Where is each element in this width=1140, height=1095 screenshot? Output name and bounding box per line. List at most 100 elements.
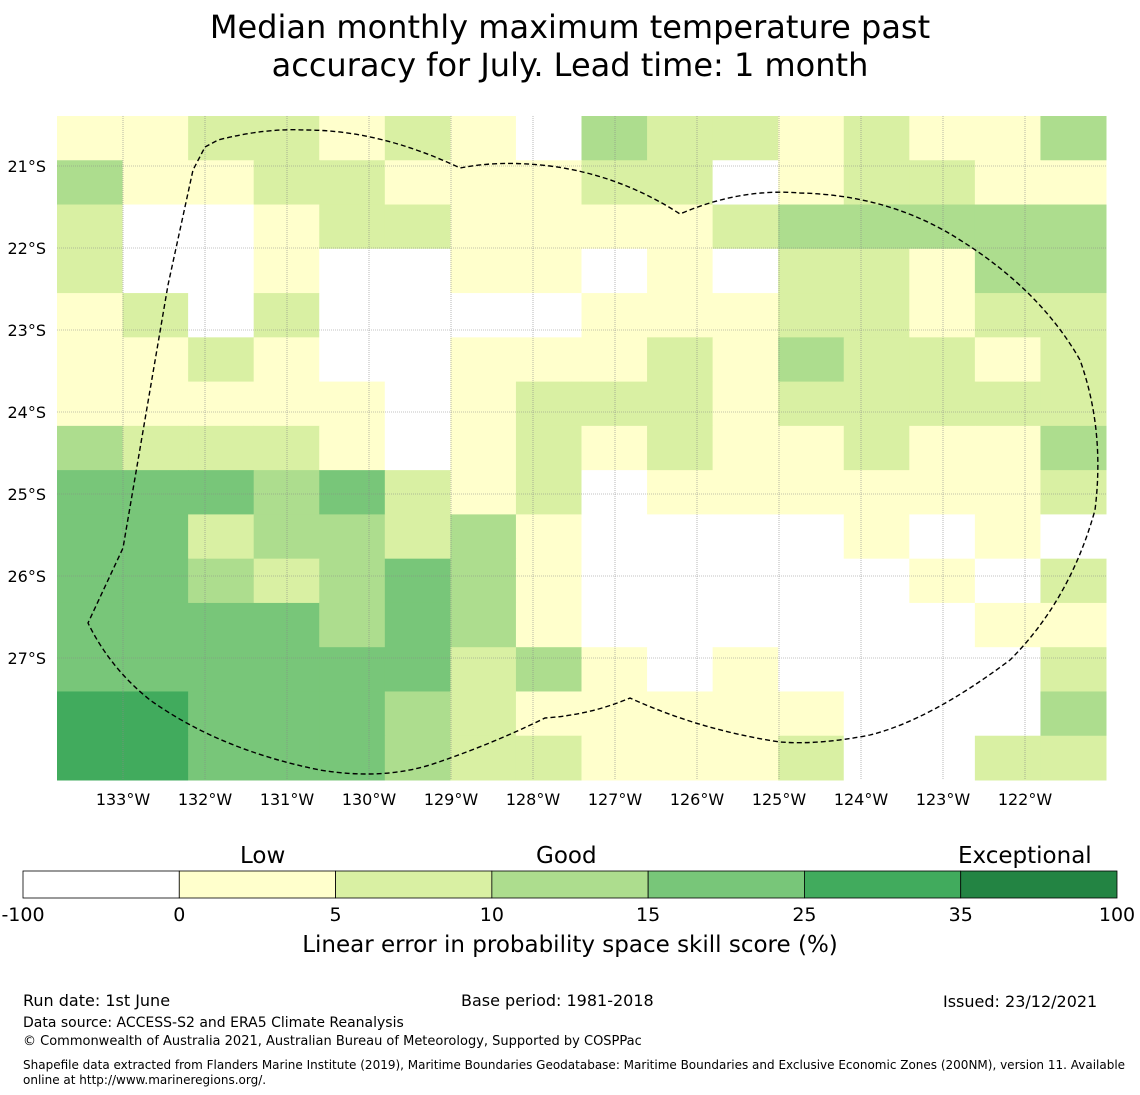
grid-cell: [778, 381, 845, 427]
grid-cell: [450, 337, 517, 383]
colorbar-segment: [335, 870, 493, 899]
shapefile-credit-line-2: online at http://www.marineregions.org/.: [23, 1073, 267, 1087]
grid-cell: [450, 691, 517, 737]
lon-tick-label: 129°W: [424, 790, 479, 809]
lat-tick-label: 23°S: [7, 321, 46, 340]
grid-cell: [974, 293, 1041, 338]
grid-cell: [909, 381, 976, 427]
grid-cell: [384, 691, 451, 737]
lon-tick-label: 127°W: [588, 790, 643, 809]
colorbar-tick-label: 0: [173, 904, 185, 926]
grid-cell: [57, 602, 124, 648]
grid-cell: [1040, 337, 1107, 383]
grid-cell: [188, 647, 255, 692]
grid-cell: [57, 691, 124, 737]
grid-cell: [384, 514, 451, 560]
grid-cell: [188, 248, 255, 294]
grid-cell: [319, 204, 386, 250]
grid-cell: [581, 204, 648, 250]
colorbar-tick-label: 100: [1099, 904, 1135, 926]
grid-cell: [384, 160, 451, 206]
colorbar-tick-label: 10: [480, 904, 504, 926]
grid-cell: [974, 248, 1041, 294]
grid-cell: [974, 558, 1041, 604]
grid-cell: [581, 160, 648, 206]
grid-cell: [581, 691, 648, 737]
grid-cell: [778, 204, 845, 250]
grid-cell: [57, 470, 124, 515]
grid-cell: [778, 470, 845, 515]
grid-cell: [450, 514, 517, 560]
skill-score-grid: [57, 116, 1107, 781]
grid-cell: [647, 160, 714, 206]
grid-cell: [647, 425, 714, 471]
grid-cell: [57, 160, 124, 206]
data-source: Data source: ACCESS-S2 and ERA5 Climate …: [23, 1015, 404, 1031]
grid-cell: [909, 337, 976, 383]
grid-cell: [515, 470, 582, 515]
grid-cell: [778, 647, 845, 692]
grid-cell: [712, 691, 779, 737]
grid-cell: [122, 248, 189, 294]
colorbar-segment: [22, 870, 180, 899]
grid-cell: [188, 514, 255, 560]
grid-cell: [778, 602, 845, 648]
grid-cell: [450, 293, 517, 338]
grid-cell: [188, 204, 255, 250]
grid-cell: [515, 425, 582, 471]
grid-cell: [515, 293, 582, 338]
grid-cell: [122, 381, 189, 427]
grid-cell: [909, 248, 976, 294]
grid-cell: [843, 337, 910, 383]
grid-cell: [909, 602, 976, 648]
grid-cell: [450, 647, 517, 692]
grid-cell: [1040, 514, 1107, 560]
grid-cell: [712, 470, 779, 515]
title-line-2: accuracy for July. Lead time: 1 month: [271, 46, 869, 84]
lon-tick-label: 124°W: [834, 790, 889, 809]
grid-cell: [647, 735, 714, 781]
grid-cell: [384, 602, 451, 648]
grid-cell: [581, 425, 648, 471]
grid-cell: [122, 647, 189, 692]
grid-cell: [57, 558, 124, 604]
grid-cell: [188, 602, 255, 648]
grid-cell: [647, 204, 714, 250]
grid-cell: [909, 116, 976, 161]
grid-cell: [974, 602, 1041, 648]
grid-cell: [712, 381, 779, 427]
category-good-label: Good: [536, 843, 597, 869]
lon-tick-label: 132°W: [178, 790, 233, 809]
grid-cell: [57, 204, 124, 250]
grid-cell: [450, 204, 517, 250]
grid-cell: [188, 735, 255, 781]
colorbar-tick-label: 15: [636, 904, 660, 926]
grid-cell: [712, 647, 779, 692]
grid-cell: [909, 558, 976, 604]
grid-cell: [712, 204, 779, 250]
grid-cell: [188, 116, 255, 161]
grid-cell: [778, 248, 845, 294]
grid-cell: [450, 602, 517, 648]
issued-date: Issued: 23/12/2021: [943, 992, 1098, 1011]
grid-cell: [712, 425, 779, 471]
grid-cell: [122, 293, 189, 338]
grid-cell: [778, 337, 845, 383]
grid-cell: [319, 691, 386, 737]
grid-cell: [712, 602, 779, 648]
grid-cell: [515, 160, 582, 206]
colorbar-segment: [960, 870, 1118, 899]
grid-cell: [319, 558, 386, 604]
grid-cell: [515, 116, 582, 161]
grid-cell: [450, 425, 517, 471]
grid-cell: [778, 514, 845, 560]
colorbar-segment: [647, 870, 805, 899]
grid-cell: [581, 735, 648, 781]
grid-cell: [319, 381, 386, 427]
grid-cell: [450, 160, 517, 206]
grid-cell: [581, 248, 648, 294]
grid-cell: [581, 116, 648, 161]
grid-cell: [843, 558, 910, 604]
grid-cell: [647, 248, 714, 294]
grid-cell: [57, 116, 124, 161]
